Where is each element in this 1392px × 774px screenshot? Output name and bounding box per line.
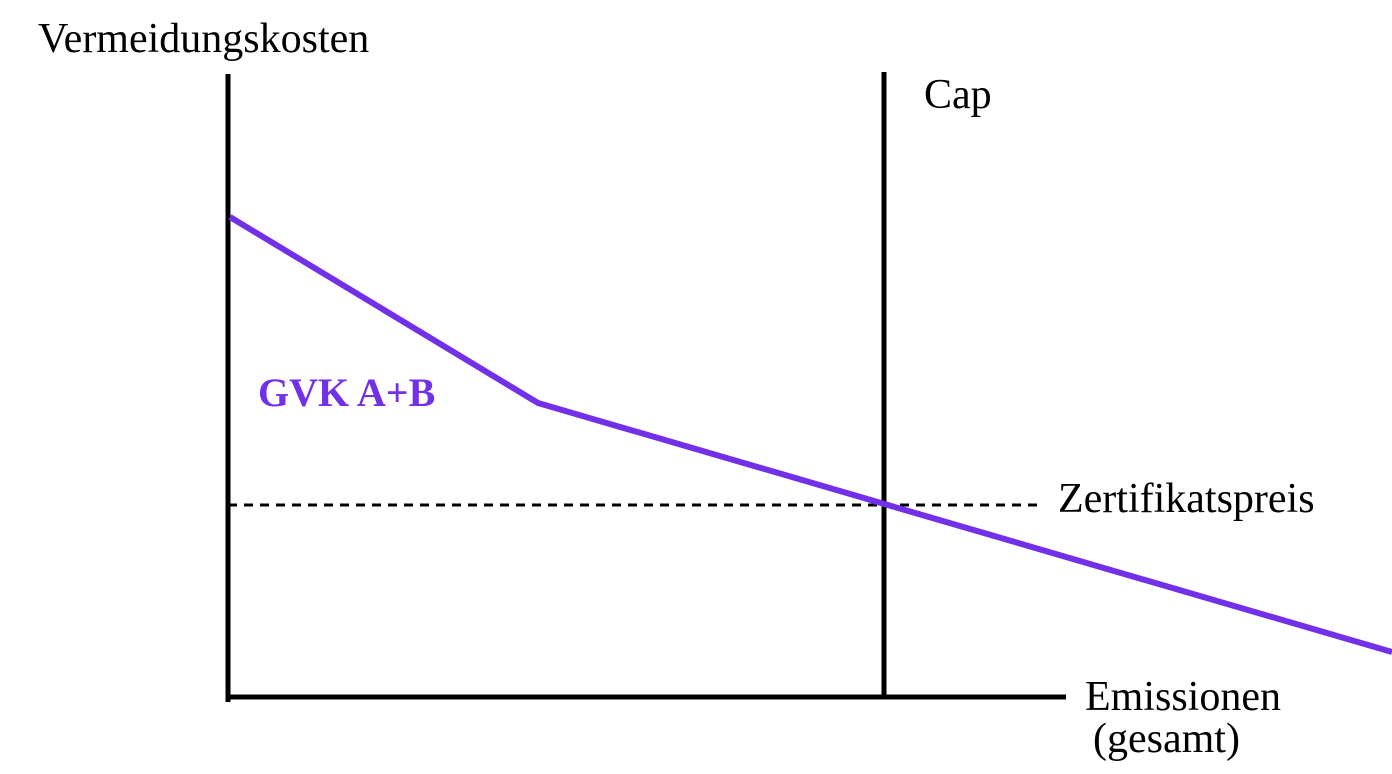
gvk-curve (228, 214, 1392, 655)
cap-label: Cap (924, 72, 992, 118)
x-axis-label-line2: (gesamt) (1093, 716, 1240, 762)
x-axis-label-line1: Emissionen (1085, 674, 1281, 720)
y-axis-label: Vermeidungskosten (38, 16, 369, 62)
curve-label: GVK A+B (258, 370, 435, 415)
price-label: Zertifikatspreis (1058, 476, 1315, 522)
